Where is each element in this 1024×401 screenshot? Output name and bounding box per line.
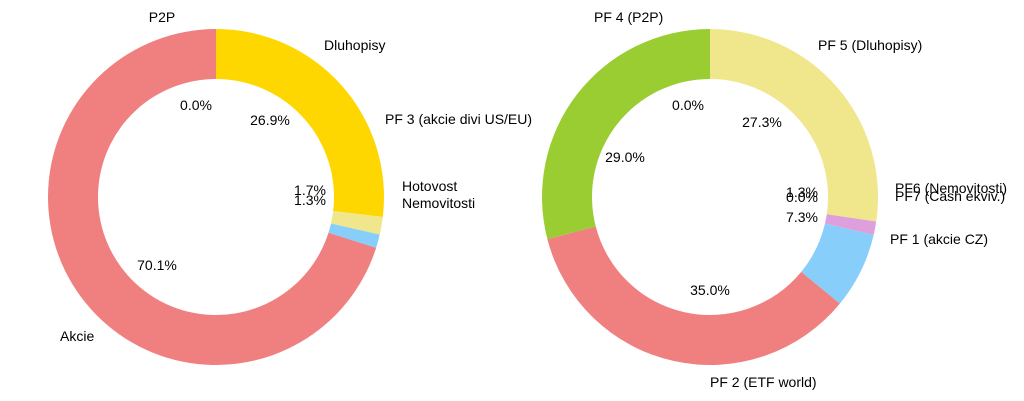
slice-percent-label: 0.0% (180, 97, 212, 113)
slice-unlabeled-6 (542, 29, 710, 240)
slice-percent-label: 1.3% (786, 184, 818, 200)
slice-percent-label: 26.9% (250, 112, 290, 128)
slice-label: Hotovost (402, 178, 457, 194)
slice-dluhopisy (216, 29, 385, 218)
slice-percent-label: 35.0% (690, 282, 730, 298)
slice-label: PF6 (Nemovitosti) (895, 180, 1007, 196)
slice-label: Dluhopisy (324, 37, 385, 53)
slice-hotovost (330, 211, 383, 235)
slice-label: PF 2 (ETF world) (710, 374, 817, 390)
slice-akcie (48, 29, 377, 365)
slice-percent-label: 1.7% (294, 182, 326, 198)
slice-label: Akcie (60, 328, 94, 344)
slice-label: PF 4 (P2P) (594, 9, 663, 25)
slice-label: PF7 (Cash ekviv.) (895, 188, 1005, 204)
slice-pf6-nemovitosti- (824, 214, 877, 235)
donut-chart-2: PF 4 (P2P) 0.0% PF 5 (Dluhopisy) 27.3% PF6 (… (542, 9, 1007, 390)
slice-pf-1-akcie-cz- (801, 223, 874, 304)
slice-label: PF 5 (Dluhopisy) (818, 37, 922, 53)
slice-percent-label: 0.0% (786, 189, 818, 205)
slice-pf-5-dluhopisy- (710, 29, 879, 222)
slice-label: P2P (149, 9, 175, 25)
slice-percent-label: 0.0% (672, 97, 704, 113)
slice-label: PF 3 (akcie divi US/EU) (385, 111, 532, 127)
slice-percent-label: 70.1% (137, 257, 177, 273)
slice-nemovitosti (328, 223, 380, 248)
slice-percent-label: 1.3% (294, 192, 326, 208)
donut-chart-1: P2P 0.0% Dluhopisy 26.9% PF 3 (akcie divi US… (48, 9, 532, 365)
slice-percent-label: 27.3% (742, 114, 782, 130)
slice-percent-label: 29.0% (605, 149, 645, 165)
slice-percent-label: 7.3% (786, 209, 818, 225)
slice-label: PF 1 (akcie CZ) (890, 231, 988, 247)
slice-label: Nemovitosti (402, 195, 475, 211)
slice-pf-2-etf-world- (547, 226, 840, 365)
